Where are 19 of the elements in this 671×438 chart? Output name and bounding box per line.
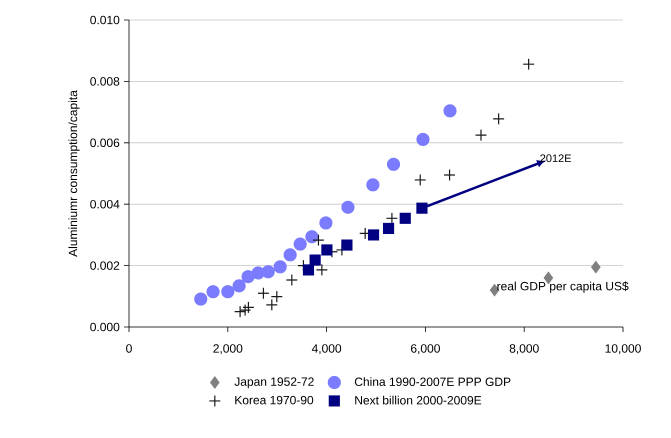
legend-label: Next billion 2000-2009E bbox=[355, 396, 482, 405]
x-tick-label: 6,000 bbox=[411, 344, 440, 354]
legend-label: China 1990-2007E PPP GDP bbox=[354, 377, 510, 386]
y-tick-label: 0.004 bbox=[90, 200, 120, 208]
y-tick-label: 0.006 bbox=[90, 138, 120, 148]
y-tick-label: 0.002 bbox=[90, 261, 120, 270]
x-tick-label: 8,000 bbox=[510, 344, 539, 354]
x-tick-label: 0 bbox=[126, 344, 132, 353]
y-tick-label: 0.010 bbox=[90, 16, 120, 24]
x-axis-title: real GDP per capita US$ bbox=[497, 281, 628, 293]
x-tick-label: 4,000 bbox=[312, 344, 342, 354]
y-tick-label: 0.000 bbox=[90, 322, 120, 332]
y-axis-title: Aluminiumr consumption/capita bbox=[68, 90, 80, 257]
legend-label: Korea 1970-90 bbox=[235, 396, 314, 404]
legend-label: Japan 1952-72 bbox=[234, 377, 314, 388]
annotation: 2012E bbox=[540, 154, 572, 162]
x-tick-label: 10,000 bbox=[606, 344, 641, 354]
x-tick-label: 2,000 bbox=[213, 344, 242, 354]
y-tick-label: 0.008 bbox=[90, 77, 120, 86]
